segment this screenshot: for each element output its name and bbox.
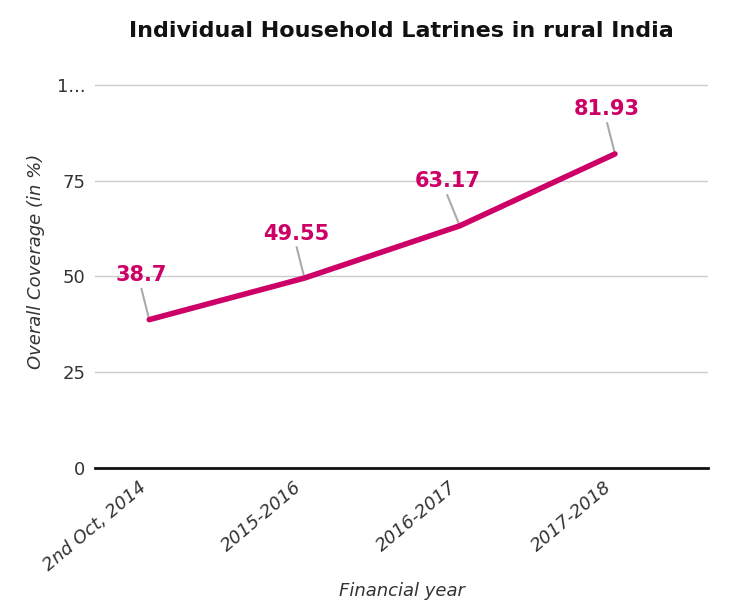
Text: 63.17: 63.17 [415,172,480,191]
X-axis label: Financial year: Financial year [339,583,464,600]
Text: 49.55: 49.55 [264,224,330,244]
Title: Individual Household Latrines in rural India: Individual Household Latrines in rural I… [129,22,674,41]
Text: 81.93: 81.93 [575,100,640,119]
Y-axis label: Overall Coverage (in %): Overall Coverage (in %) [28,154,45,368]
Text: 38.7: 38.7 [116,265,167,285]
